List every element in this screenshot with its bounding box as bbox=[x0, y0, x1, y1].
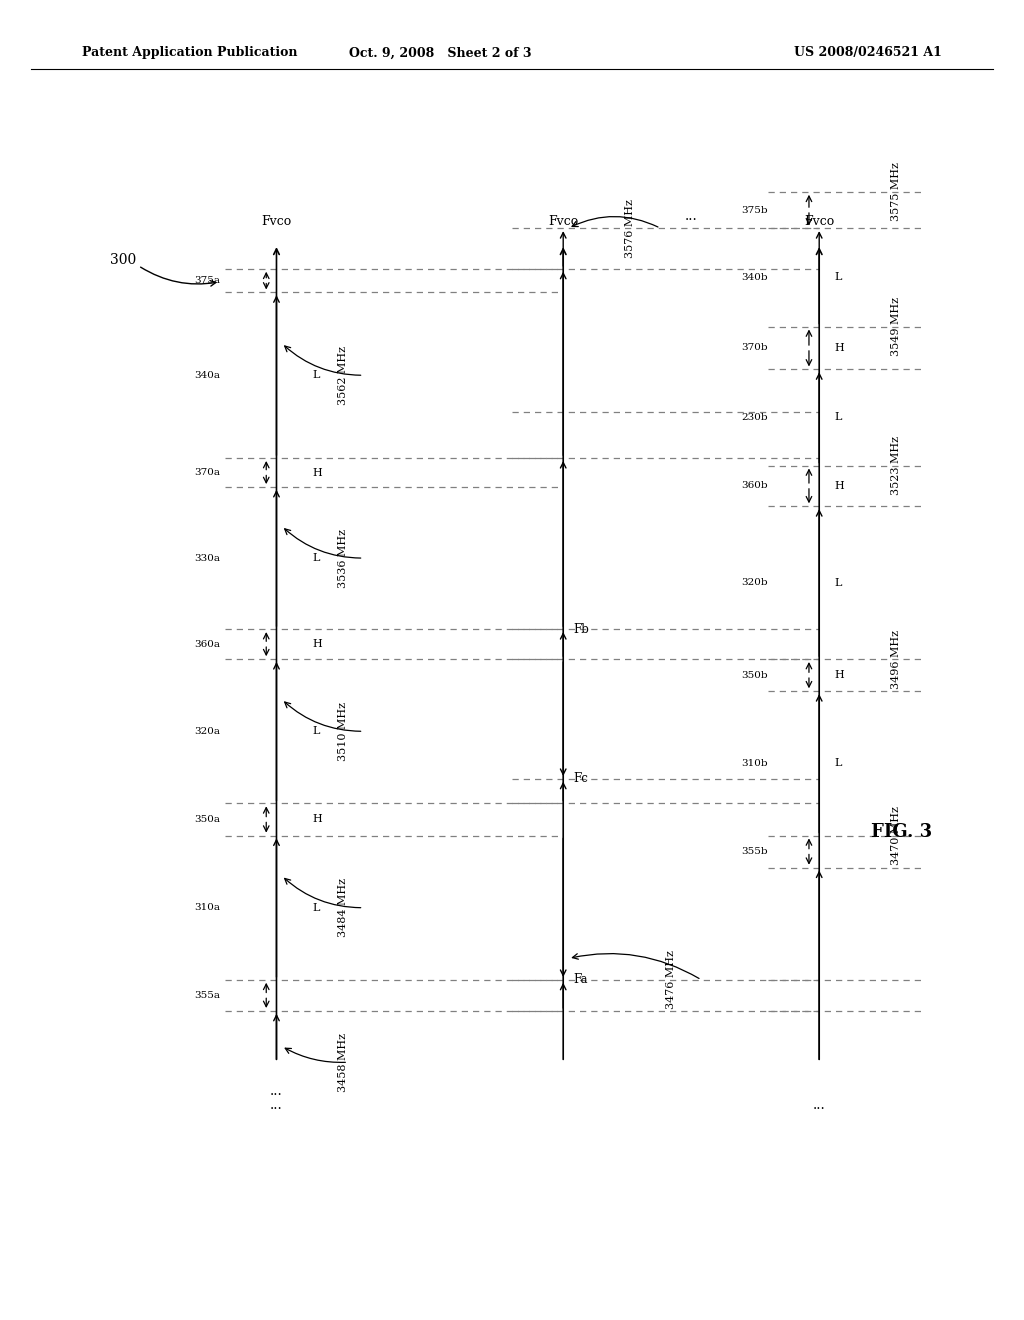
Text: 3476 MHz: 3476 MHz bbox=[666, 950, 676, 1010]
Text: 355a: 355a bbox=[195, 991, 220, 999]
Text: ...: ... bbox=[685, 209, 697, 223]
Text: ...: ... bbox=[270, 1084, 283, 1098]
Text: 375b: 375b bbox=[741, 206, 768, 215]
Text: 3470 MHz: 3470 MHz bbox=[891, 807, 901, 865]
Text: 3575 MHz: 3575 MHz bbox=[891, 162, 901, 222]
Text: L: L bbox=[835, 759, 842, 768]
Text: L: L bbox=[312, 726, 319, 737]
Text: L: L bbox=[312, 553, 319, 564]
Text: Fa: Fa bbox=[573, 973, 588, 986]
Text: 310a: 310a bbox=[195, 903, 220, 912]
Text: Oct. 9, 2008   Sheet 2 of 3: Oct. 9, 2008 Sheet 2 of 3 bbox=[349, 46, 531, 59]
Text: L: L bbox=[835, 272, 842, 282]
Text: 3562 MHz: 3562 MHz bbox=[338, 346, 348, 405]
Text: 355b: 355b bbox=[741, 847, 768, 857]
Text: 370a: 370a bbox=[195, 469, 220, 477]
Text: ...: ... bbox=[813, 1098, 825, 1111]
Text: 310b: 310b bbox=[741, 759, 768, 768]
Text: 360b: 360b bbox=[741, 482, 768, 491]
Text: H: H bbox=[312, 814, 323, 825]
Text: 350a: 350a bbox=[195, 814, 220, 824]
Text: H: H bbox=[312, 467, 323, 478]
Text: L: L bbox=[312, 370, 319, 380]
Text: Fvco: Fvco bbox=[804, 215, 835, 228]
Text: 350b: 350b bbox=[741, 671, 768, 680]
Text: 3536 MHz: 3536 MHz bbox=[338, 528, 348, 587]
Text: 330a: 330a bbox=[195, 553, 220, 562]
Text: 230b: 230b bbox=[741, 413, 768, 422]
Text: 375a: 375a bbox=[195, 276, 220, 285]
Text: 300: 300 bbox=[110, 253, 136, 268]
Text: FIG. 3: FIG. 3 bbox=[870, 822, 932, 841]
Text: US 2008/0246521 A1: US 2008/0246521 A1 bbox=[795, 46, 942, 59]
Text: H: H bbox=[312, 639, 323, 649]
Text: 360a: 360a bbox=[195, 640, 220, 648]
Text: ...: ... bbox=[270, 1098, 283, 1111]
Text: 3576 MHz: 3576 MHz bbox=[625, 199, 635, 257]
Text: H: H bbox=[835, 671, 845, 680]
Text: 370b: 370b bbox=[741, 343, 768, 352]
Text: H: H bbox=[835, 480, 845, 491]
Text: 340b: 340b bbox=[741, 273, 768, 282]
Text: 3549 MHz: 3549 MHz bbox=[891, 297, 901, 356]
Text: 3458 MHz: 3458 MHz bbox=[338, 1032, 348, 1092]
Text: Fvco: Fvco bbox=[261, 215, 292, 228]
Text: Fc: Fc bbox=[573, 772, 589, 785]
Text: L: L bbox=[312, 903, 319, 912]
Text: 3523 MHz: 3523 MHz bbox=[891, 436, 901, 495]
Text: 340a: 340a bbox=[195, 371, 220, 380]
Text: 320b: 320b bbox=[741, 578, 768, 587]
Text: Fvco: Fvco bbox=[548, 215, 579, 228]
Text: Fb: Fb bbox=[573, 623, 590, 636]
Text: Patent Application Publication: Patent Application Publication bbox=[82, 46, 297, 59]
Text: 3496 MHz: 3496 MHz bbox=[891, 630, 901, 689]
Text: 320a: 320a bbox=[195, 727, 220, 735]
Text: H: H bbox=[835, 343, 845, 352]
Text: 3510 MHz: 3510 MHz bbox=[338, 702, 348, 760]
Text: L: L bbox=[835, 412, 842, 422]
Text: 3484 MHz: 3484 MHz bbox=[338, 878, 348, 937]
Text: L: L bbox=[835, 578, 842, 587]
